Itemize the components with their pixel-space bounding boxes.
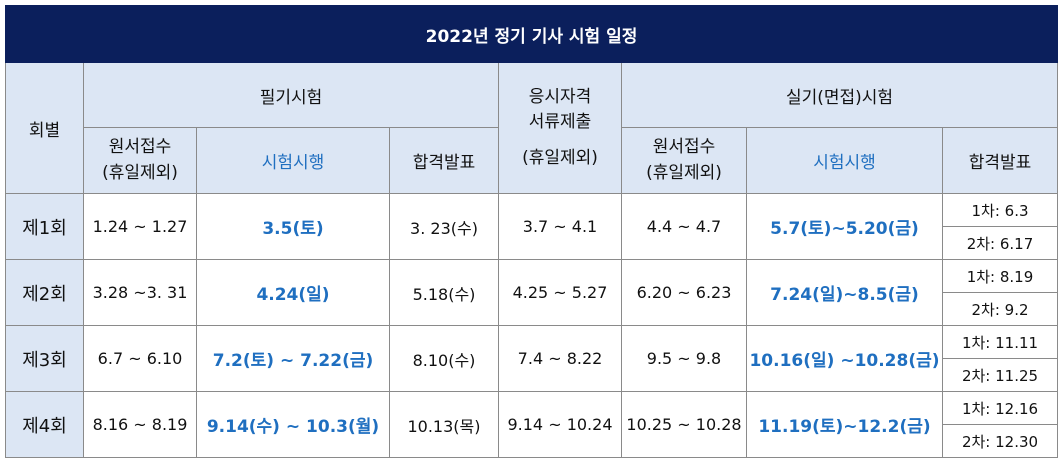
table-title: 2022년 정기 기사 시험 일정	[5, 5, 1058, 63]
written-result-date: 3. 23(수)	[389, 193, 499, 260]
practical-apply-period: 9.5 ~ 9.8	[621, 325, 747, 392]
written-result-date: 8.10(수)	[389, 325, 499, 392]
practical-apply-period: 4.4 ~ 4.7	[621, 193, 747, 260]
exam-schedule-table: 2022년 정기 기사 시험 일정 회별 필기시험 응시자격 서류제출 (휴일제…	[5, 5, 1058, 458]
round-label: 제3회	[5, 325, 84, 392]
practical-result-first: 1차: 11.11	[942, 325, 1058, 359]
qualification-period: 4.25 ~ 5.27	[498, 259, 622, 326]
table-row: 제1회 1.24 ~ 1.27 3.5(토) 3. 23(수) 3.7 ~ 4.…	[5, 193, 1058, 260]
written-apply-line2: (휴일제외)	[102, 162, 178, 183]
written-apply-period: 3.28 ~3. 31	[83, 259, 197, 326]
practical-exam-period: 7.24(일)~8.5(금)	[746, 259, 943, 326]
round-label: 제1회	[5, 193, 84, 260]
practical-apply-line1: 원서접수	[652, 137, 716, 157]
table-row: 제2회 3.28 ~3. 31 4.24(일) 5.18(수) 4.25 ~ 5…	[5, 259, 1058, 326]
practical-exam-period: 5.7(토)~5.20(금)	[746, 193, 943, 260]
written-exam-date: 3.5(토)	[196, 193, 390, 260]
written-result-date: 10.13(목)	[389, 391, 499, 458]
qualification-line1: 응시자격	[528, 86, 592, 107]
practical-result-first: 1차: 12.16	[942, 391, 1058, 425]
qualification-line3: (휴일제외)	[522, 147, 598, 168]
written-exam-label: 시험시행	[261, 153, 325, 173]
written-exam-date: 4.24(일)	[196, 259, 390, 326]
schedule-table-wrapper: 2022년 정기 기사 시험 일정 회별 필기시험 응시자격 서류제출 (휴일제…	[5, 5, 1058, 458]
header-written-apply: 원서접수 (휴일제외)	[83, 127, 197, 194]
header-qualification-documents: 응시자격 서류제출 (휴일제외)	[498, 62, 622, 194]
header-round: 회별	[5, 62, 84, 194]
written-apply-line1: 원서접수	[108, 137, 172, 157]
written-apply-period: 1.24 ~ 1.27	[83, 193, 197, 260]
practical-result-second: 2차: 6.17	[942, 226, 1058, 260]
qualification-line2: 서류제출	[528, 112, 592, 133]
practical-result-second: 2차: 11.25	[942, 358, 1058, 392]
qualification-period: 3.7 ~ 4.1	[498, 193, 622, 260]
qualification-period: 7.4 ~ 8.22	[498, 325, 622, 392]
practical-apply-period: 6.20 ~ 6.23	[621, 259, 747, 326]
practical-result-first: 1차: 8.19	[942, 259, 1058, 293]
table-row: 제3회 6.7 ~ 6.10 7.2(토) ~ 7.22(금) 8.10(수) …	[5, 325, 1058, 392]
table-row: 2차: 6.17	[6, 226, 1058, 260]
table-row: 제4회 8.16 ~ 8.19 9.14(수) ~ 10.3(월) 10.13(…	[5, 391, 1058, 458]
written-apply-period: 8.16 ~ 8.19	[83, 391, 197, 458]
header-practical-apply: 원서접수 (휴일제외)	[621, 127, 747, 194]
header-written-result: 합격발표	[389, 127, 499, 194]
written-exam-date: 9.14(수) ~ 10.3(월)	[196, 391, 390, 458]
practical-exam-period: 11.19(토)~12.2(금)	[746, 391, 943, 458]
round-label: 제4회	[5, 391, 84, 458]
header-written-exam: 필기시험	[83, 62, 499, 128]
practical-exam-period: 10.16(일) ~10.28(금)	[746, 325, 943, 392]
header-written-exam-date: 시험시행	[196, 127, 390, 194]
header-practical-result: 합격발표	[942, 127, 1058, 194]
written-result-date: 5.18(수)	[389, 259, 499, 326]
practical-apply-line2: (휴일제외)	[646, 162, 722, 183]
practical-result-second: 2차: 9.2	[942, 292, 1058, 326]
table-row: 2차: 12.30	[6, 424, 1058, 458]
practical-exam-label: 시험시행	[813, 153, 876, 173]
written-exam-date: 7.2(토) ~ 7.22(금)	[196, 325, 390, 392]
header-practical-exam: 실기(면접)시험	[621, 62, 1058, 128]
qualification-period: 9.14 ~ 10.24	[498, 391, 622, 458]
header-practical-exam-date: 시험시행	[746, 127, 943, 194]
table-row: 2차: 9.2	[6, 292, 1058, 326]
round-label: 제2회	[5, 259, 84, 326]
practical-apply-period: 10.25 ~ 10.28	[621, 391, 747, 458]
practical-result-second: 2차: 12.30	[942, 424, 1058, 458]
written-apply-period: 6.7 ~ 6.10	[83, 325, 197, 392]
practical-result-first: 1차: 6.3	[942, 193, 1058, 227]
